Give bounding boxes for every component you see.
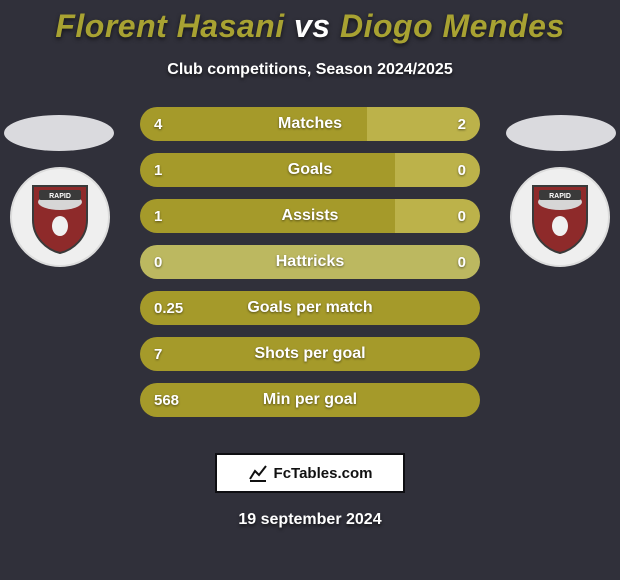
stat-row: Goals per match0.25 bbox=[140, 291, 480, 325]
stat-bar-track bbox=[140, 107, 480, 141]
comparison-stage: RAPID RAPID Matches42 Goals10 Assists10 Hat… bbox=[0, 107, 620, 437]
comparison-title: Florent Hasani vs Diogo Mendes bbox=[0, 0, 620, 45]
shield-icon: RAPID bbox=[529, 180, 591, 254]
stat-bar-track bbox=[140, 199, 480, 233]
stat-bar-right bbox=[367, 107, 480, 141]
stat-bar-left bbox=[140, 199, 395, 233]
player1-name: Florent Hasani bbox=[55, 8, 284, 44]
stat-bar-right bbox=[395, 199, 480, 233]
player2-name: Diogo Mendes bbox=[340, 8, 565, 44]
shield-icon: RAPID bbox=[29, 180, 91, 254]
subtitle: Club competitions, Season 2024/2025 bbox=[0, 61, 620, 79]
stat-bar-left bbox=[140, 291, 480, 325]
stat-bar-right bbox=[310, 245, 480, 279]
stat-row: Goals10 bbox=[140, 153, 480, 187]
stat-bar-track bbox=[140, 383, 480, 417]
stat-row: Hattricks00 bbox=[140, 245, 480, 279]
brand-footer: FcTables.com bbox=[215, 453, 405, 493]
stat-bar-left bbox=[140, 107, 367, 141]
stat-bar-left bbox=[140, 245, 310, 279]
stat-row: Shots per goal7 bbox=[140, 337, 480, 371]
player2-platform bbox=[506, 115, 616, 151]
stat-row: Min per goal568 bbox=[140, 383, 480, 417]
player1-crest: RAPID bbox=[10, 167, 110, 267]
date-label: 19 september 2024 bbox=[0, 511, 620, 529]
stat-bar-left bbox=[140, 337, 480, 371]
vs-label: vs bbox=[294, 8, 331, 44]
chart-icon bbox=[248, 463, 268, 483]
crest-label: RAPID bbox=[49, 193, 71, 200]
stat-bar-right bbox=[395, 153, 480, 187]
stat-bar-left bbox=[140, 383, 480, 417]
stat-row: Matches42 bbox=[140, 107, 480, 141]
stat-bar-track bbox=[140, 245, 480, 279]
player1-platform bbox=[4, 115, 114, 151]
stat-bar-left bbox=[140, 153, 395, 187]
crest-label: RAPID bbox=[549, 193, 571, 200]
stat-bars: Matches42 Goals10 Assists10 Hattricks00 Goal… bbox=[140, 107, 480, 429]
stat-bar-track bbox=[140, 291, 480, 325]
stat-bar-track bbox=[140, 337, 480, 371]
player2-crest: RAPID bbox=[510, 167, 610, 267]
stat-bar-track bbox=[140, 153, 480, 187]
stat-row: Assists10 bbox=[140, 199, 480, 233]
brand-text: FcTables.com bbox=[274, 465, 373, 482]
